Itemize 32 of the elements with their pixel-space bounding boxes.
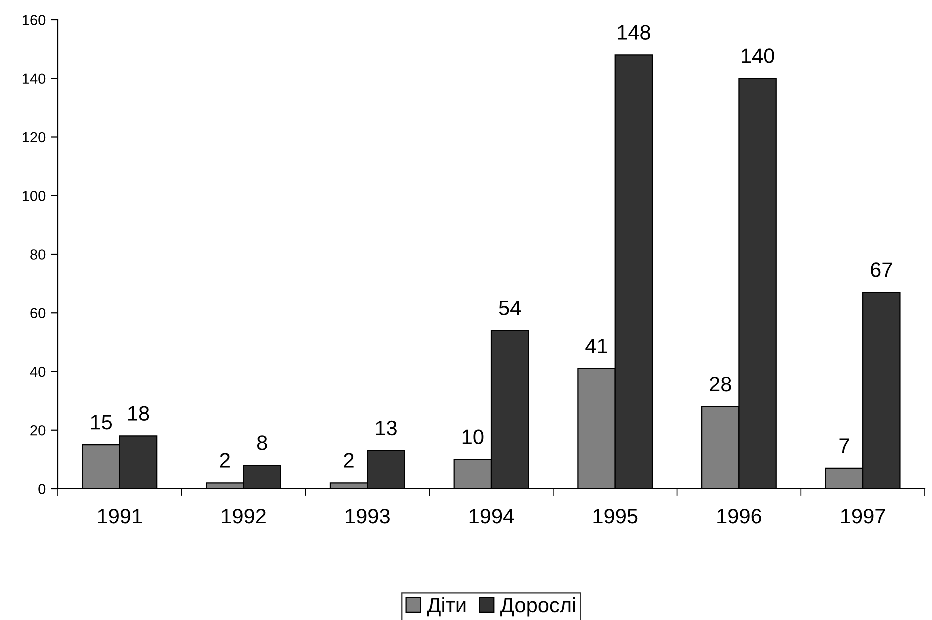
data-label: 18 (128, 406, 150, 422)
y-tick-label: 140 (22, 74, 46, 84)
y-tick-label: 0 (38, 484, 46, 494)
y-tick-label: 160 (22, 15, 46, 26)
x-tick-label: 1995 (594, 508, 638, 524)
y-tick-label: 80 (30, 250, 46, 260)
data-label: 10 (462, 430, 484, 444)
data-label: 67 (871, 262, 892, 278)
y-tick-label: 100 (22, 190, 46, 202)
data-label: 148 (618, 25, 650, 40)
data-label: 41 (586, 339, 608, 354)
data-label: 7 (840, 438, 850, 454)
data-label: 15 (91, 415, 112, 430)
data-label: 8 (257, 436, 268, 450)
y-tick-label: 120 (22, 132, 46, 143)
y-tick-label: 40 (30, 366, 46, 378)
data-label: 2 (220, 453, 230, 468)
data-label: 140 (742, 48, 774, 64)
data-label: 28 (710, 376, 732, 392)
x-tick-label: 1991 (98, 508, 142, 524)
data-label: 2 (344, 453, 354, 468)
x-tick-label: 1997 (841, 508, 886, 524)
x-tick-label: 1994 (470, 508, 514, 524)
legend-label: Діти (427, 597, 466, 617)
x-tick-label: 1993 (346, 508, 390, 524)
data-label: 13 (376, 420, 397, 436)
y-tick-label: 60 (30, 308, 46, 319)
data-label: 54 (499, 300, 522, 316)
x-tick-label: 1996 (718, 508, 762, 524)
legend-label: Дорослі (500, 597, 576, 617)
y-tick-label: 20 (30, 425, 46, 436)
x-tick-label: 1992 (222, 508, 266, 524)
